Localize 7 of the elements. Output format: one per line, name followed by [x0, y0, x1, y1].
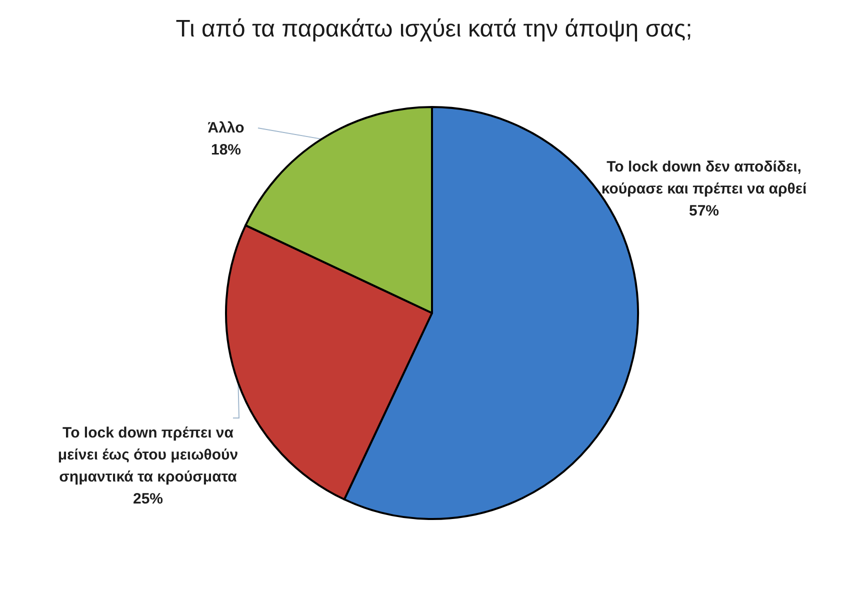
- chart-title: Τι από τα παρακάτω ισχύει κατά την άποψη σας;: [176, 16, 692, 42]
- slice-label: To lock down πρέπει να μείνει έως ότου μειωθούν σημαντικά τα κρούσματα: [58, 424, 238, 486]
- data-label: 25%: [132, 490, 164, 508]
- slice-label: Άλλο: [208, 120, 244, 136]
- slice-label: To lock down δεν αποδίδει, κούρασε και πρέπει να αρθεί: [601, 158, 807, 198]
- data-label: 18%: [210, 142, 242, 158]
- data-label: 57%: [688, 202, 720, 220]
